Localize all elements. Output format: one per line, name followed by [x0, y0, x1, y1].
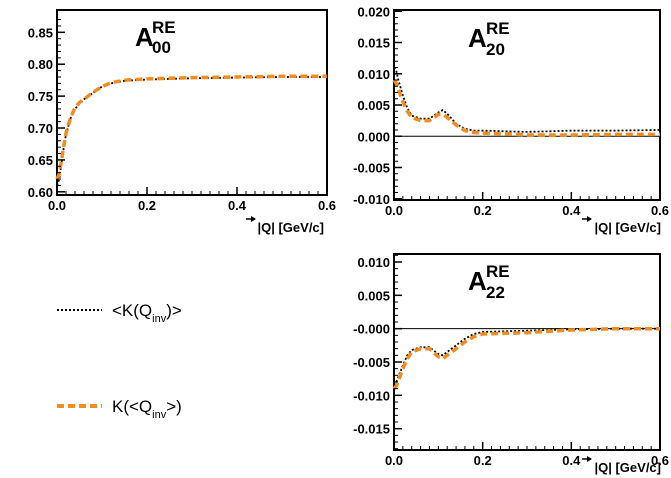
panel-title: A: [468, 266, 487, 296]
y-tick-label: 0.005: [357, 98, 390, 113]
x-tick-label: 0.6: [651, 203, 669, 218]
x-axis-label: |Q| [GeV/c]: [594, 220, 661, 235]
panel-title: A: [468, 23, 487, 53]
y-tick-label: 0.010: [357, 255, 390, 270]
panel-a00: 0.0 0.2 0.4 0.6 0.60 0.65 0.70 0.75 0.80 0.85 A R…: [28, 9, 336, 235]
panel-title-sup: RE: [152, 18, 176, 37]
x-tick-label: 0.0: [385, 203, 403, 218]
x-tick-label: 0.4: [228, 198, 247, 213]
vector-arrow-icon: [582, 456, 592, 462]
panel-title-sub: 22: [486, 283, 505, 302]
y-tick-label: 0.60: [28, 185, 53, 200]
panel-a20: 0.0 0.2 0.4 0.6 -0.010 -0.005 0.000 0.005 0.010 0…: [353, 4, 669, 235]
x-tick-label: 0.2: [474, 203, 492, 218]
y-tick-label: 0.015: [357, 36, 390, 51]
series-line-b: [392, 326, 660, 390]
plot-frame: [56, 9, 328, 196]
y-tick-label: -0.005: [353, 161, 390, 176]
x-tick-label: 0.2: [138, 198, 156, 213]
y-tick-label: 0.85: [28, 25, 53, 40]
panel-title-sup: RE: [486, 262, 510, 281]
y-tick-label: -0.010: [353, 192, 390, 207]
series-line-a: [393, 66, 661, 133]
panel-title-sup: RE: [486, 19, 510, 38]
x-tick-label: 0.6: [318, 198, 336, 213]
x-tick-label: 0.6: [651, 453, 669, 468]
x-axis-label: |Q| [GeV/c]: [257, 220, 324, 235]
y-tick-label: 0.70: [28, 121, 53, 136]
panel-a22: 0.0 0.2 0.4 0.6 -0.015 -0.010 -0.005 -0.000 0.00…: [353, 253, 669, 475]
legend-label-b: K(<Qinv>): [112, 397, 182, 421]
series-line-b: [392, 78, 660, 137]
x-tick-label: 0.0: [385, 453, 403, 468]
y-tick-label: 0.75: [28, 89, 53, 104]
y-tick-label: 0.80: [28, 57, 53, 72]
panel-title: A: [135, 22, 154, 52]
vector-arrow-icon: [582, 216, 592, 222]
y-tick-label: 0.020: [357, 4, 390, 19]
plot-frame: [393, 253, 661, 451]
y-tick-label: -0.015: [353, 422, 390, 437]
y-tick-label: -0.010: [353, 388, 390, 403]
panel-title-sub: 20: [486, 40, 505, 59]
plot-frame: [393, 9, 661, 201]
panel-title-sub: 00: [152, 38, 171, 57]
y-tick-label: 0.65: [28, 153, 53, 168]
x-tick-label: 0.4: [562, 203, 581, 218]
x-tick-label: 0.4: [562, 453, 581, 468]
legend: <K(Qinv)> K(<Qinv>): [57, 301, 182, 421]
y-tick-label: 0.005: [357, 288, 390, 303]
y-tick-label: -0.000: [353, 322, 390, 337]
x-tick-label: 0.0: [48, 198, 66, 213]
y-tick-label: -0.005: [353, 355, 390, 370]
x-tick-label: 0.2: [474, 453, 492, 468]
legend-label-a: <K(Qinv)>: [112, 301, 182, 325]
y-tick-label: 0.000: [357, 129, 390, 144]
y-tick-label: 0.010: [357, 67, 390, 82]
vector-arrow-icon: [246, 216, 256, 222]
x-axis-label: |Q| [GeV/c]: [594, 460, 661, 475]
series-line-b: [55, 74, 327, 180]
